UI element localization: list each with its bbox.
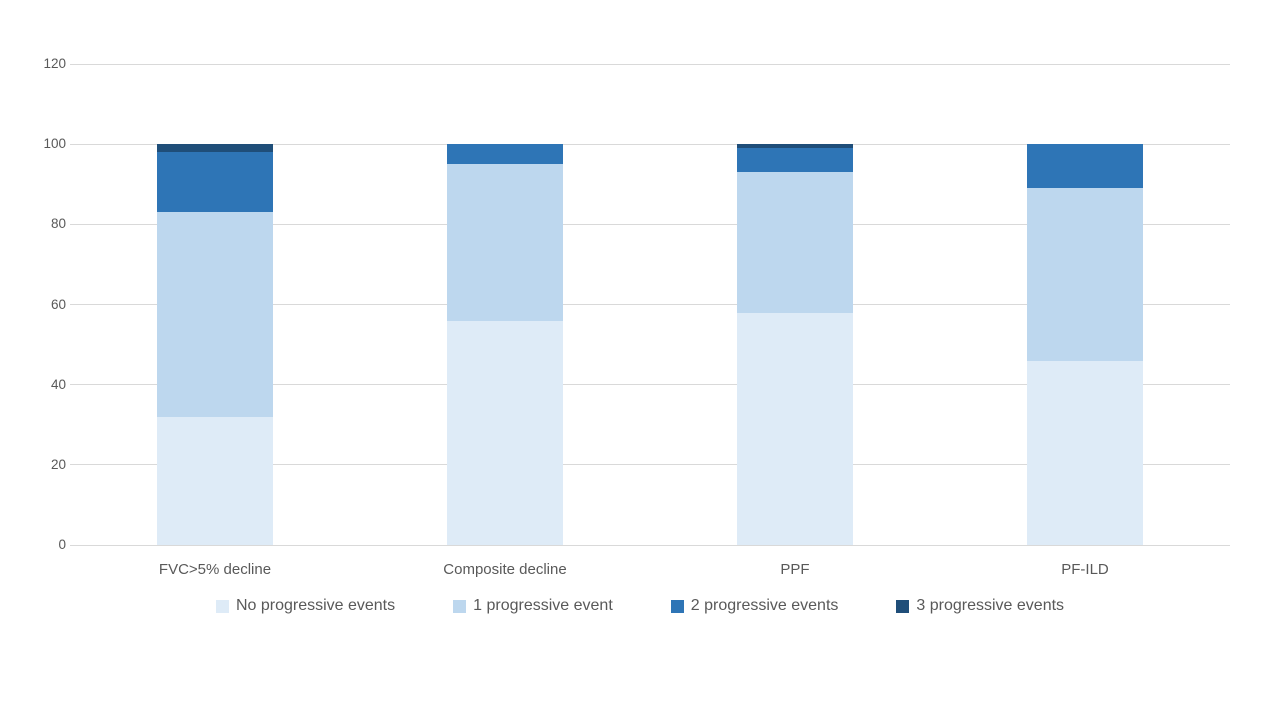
x-category-label: Composite decline	[443, 561, 567, 578]
legend-marker	[215, 599, 229, 613]
bar-FVC>5% decline	[157, 144, 273, 545]
y-tick-label: 20	[50, 456, 66, 472]
gridline	[70, 304, 1230, 305]
bar-segment	[157, 152, 273, 213]
bar-segment	[157, 212, 273, 417]
legend-label: 2 progressive events	[690, 597, 839, 614]
bar-segment	[737, 172, 853, 313]
plot-area	[70, 63, 1230, 546]
x-category-label: FVC>5% decline	[158, 561, 272, 578]
bar-segment	[157, 416, 273, 545]
y-tick-label: 40	[50, 376, 66, 392]
bar-PF-ILD	[1027, 144, 1143, 545]
legend-marker	[896, 599, 910, 613]
bar-segment	[737, 144, 853, 149]
legend-item: 1 progressive event	[453, 597, 613, 615]
x-category-label: PPF	[780, 561, 810, 578]
bar-segment	[157, 144, 273, 153]
legend: No progressive events 1 progressive event…	[0, 597, 1280, 615]
bar-segment	[447, 144, 563, 165]
legend-item: 2 progressive events	[670, 597, 839, 615]
y-tick-label: 120	[43, 56, 66, 71]
bar-segment	[447, 164, 563, 321]
legend-item: 3 progressive events	[896, 597, 1064, 615]
bar-segment	[1027, 188, 1143, 361]
gridline	[70, 223, 1230, 225]
gridline	[70, 544, 1230, 546]
legend-label: No progressive events	[235, 597, 396, 614]
bar-segment	[737, 312, 853, 545]
gridline	[70, 63, 1230, 65]
bar-PPF	[737, 144, 853, 545]
legend-marker	[453, 599, 467, 613]
y-tick-label: 0	[58, 537, 66, 552]
bar-segment	[1027, 360, 1143, 545]
x-category-label: PF-ILD	[1061, 561, 1109, 578]
bar-segment	[1027, 144, 1143, 189]
legend-label: 3 progressive events	[916, 597, 1065, 614]
y-tick-label: 60	[50, 296, 66, 312]
legend-label: 1 progressive event	[473, 597, 613, 614]
bar-segment	[447, 320, 563, 545]
y-tick-label: 80	[50, 216, 66, 232]
legend-item: No progressive events	[215, 597, 396, 615]
gridline	[70, 143, 1230, 145]
bar-segment	[737, 148, 853, 173]
gridline	[70, 384, 1230, 386]
y-tick-label: 100	[43, 136, 66, 152]
legend-marker	[670, 599, 684, 613]
gridline	[70, 464, 1230, 466]
bar-Composite decline	[447, 144, 563, 545]
